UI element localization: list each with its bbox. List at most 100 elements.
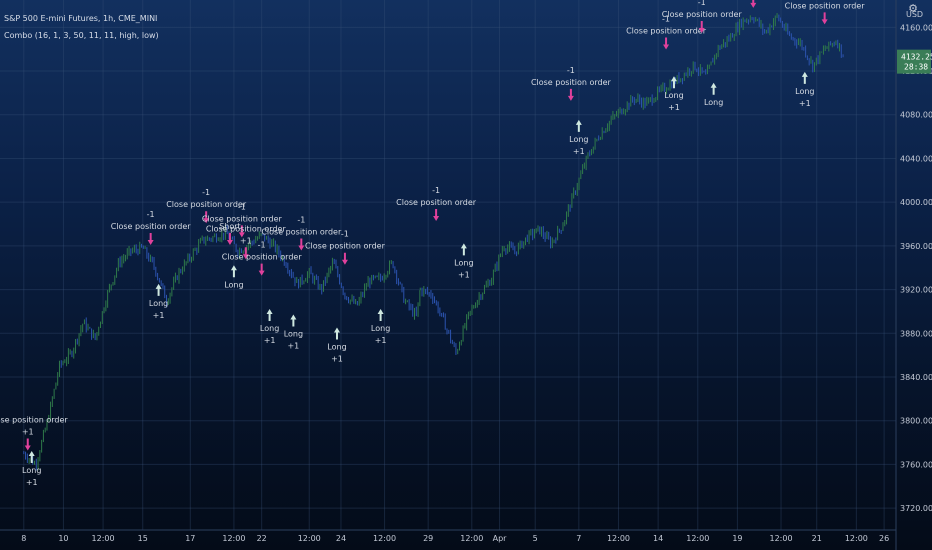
- annotation-label: Close position order: [206, 224, 287, 233]
- gear-icon[interactable]: ⚙: [908, 2, 918, 15]
- arrow-up-icon: [333, 327, 340, 340]
- x-tick-label: 8: [21, 534, 26, 543]
- arrow-down-icon: [147, 233, 154, 246]
- symbol-legend[interactable]: S&P 500 E-mini Futures, 1h, CME_MINI: [4, 14, 158, 23]
- y-tick-label: 3960.00: [900, 242, 932, 251]
- annotation-label: Close position order: [531, 78, 612, 87]
- arrow-up-icon: [710, 82, 717, 95]
- trade-annotation: Long +1: [149, 283, 168, 320]
- arrow-down-icon: [567, 88, 574, 101]
- annotation-label: Close position order: [111, 222, 192, 231]
- indicator-legend[interactable]: Combo (16, 1, 3, 50, 11, 11, high, low): [4, 31, 159, 40]
- trade-annotation: Short: [219, 222, 241, 246]
- x-tick-label: 10: [58, 534, 68, 543]
- y-tick-label: 3760.00: [900, 460, 932, 469]
- arrow-down-icon: [750, 0, 757, 8]
- annotation-label: Close position order: [396, 198, 477, 207]
- annotation-label: +1: [287, 341, 299, 350]
- arrow-up-icon: [28, 451, 35, 464]
- series-layer: [23, 13, 844, 471]
- annotation-label: Long: [149, 299, 168, 308]
- x-tick-label: 14: [653, 534, 663, 543]
- trade-annotation: -1 Close position order: [202, 202, 283, 238]
- trade-annotation: Long: [224, 265, 244, 289]
- x-tick-label: 7: [576, 534, 581, 543]
- trade-annotation: Long +1: [454, 243, 474, 279]
- arrow-down-icon: [258, 263, 265, 276]
- annotation-label: +1: [668, 103, 680, 112]
- annotation-label: Close position order: [261, 228, 342, 237]
- annotation-label: Close position order: [202, 214, 283, 223]
- trade-annotation: Long +1: [664, 76, 684, 112]
- price-tag-box: [897, 49, 931, 74]
- arrow-down-icon: [242, 247, 249, 260]
- annotation-label: +1: [153, 311, 165, 320]
- annotation-label: Long: [664, 91, 683, 100]
- annotation-label: -1: [432, 186, 440, 195]
- grid: [0, 0, 896, 530]
- arrow-down-icon: [433, 209, 440, 222]
- last-price-label: 4132.25: [901, 53, 932, 62]
- trade-annotation: Long +1: [795, 71, 814, 108]
- annotation-label: +1: [375, 336, 387, 345]
- annotation-label: Long: [22, 466, 41, 475]
- arrow-up-icon: [266, 308, 273, 321]
- arrow-down-icon: [698, 21, 705, 34]
- trade-annotation: Long +1: [260, 308, 279, 345]
- y-tick-label: 4040.00: [900, 154, 932, 163]
- x-tick-label: 17: [185, 534, 195, 543]
- annotation-label: Long: [371, 324, 390, 333]
- annotation-label: Close position order: [166, 200, 247, 209]
- x-tick-label: 12:00: [298, 534, 321, 543]
- arrow-up-icon: [377, 308, 384, 321]
- annotation-label: Close position order: [626, 26, 707, 35]
- annotation-label: Long: [704, 98, 723, 107]
- arrow-up-icon: [230, 265, 237, 278]
- x-tick-label: 12:00: [845, 534, 868, 543]
- trade-annotation: Close position order +1: [206, 224, 287, 260]
- annotation-label: -1: [238, 202, 246, 211]
- y-tick-label: 3720.00: [900, 504, 932, 513]
- trade-annotation: Long +1: [371, 308, 390, 345]
- trade-annotation: Close position order +1: [0, 416, 68, 451]
- annotation-label: +1: [22, 428, 34, 437]
- annotation-label: +1: [240, 236, 252, 245]
- annotation-label: Close position order: [785, 1, 866, 10]
- series-1: [23, 224, 421, 471]
- countdown-label: 28:38: [904, 63, 928, 72]
- annotation-label: Long: [454, 258, 473, 267]
- arrow-down-icon: [341, 252, 348, 265]
- trade-annotation: Long +1: [22, 451, 41, 487]
- annotation-label: +1: [331, 355, 343, 364]
- x-tick-label: 12:00: [373, 534, 396, 543]
- series-2: [419, 13, 844, 355]
- x-tick-label: 29: [423, 534, 433, 543]
- x-tick-label: 12:00: [460, 534, 483, 543]
- annotation-label: +1: [26, 478, 38, 487]
- annotation-label: Long: [327, 343, 346, 352]
- annotation-label: -1: [147, 210, 155, 219]
- trade-annotation: -1 Close position order: [111, 210, 192, 246]
- arrow-up-icon: [290, 314, 297, 327]
- arrow-up-icon: [801, 71, 808, 84]
- annotation-label: Close position order: [305, 242, 386, 251]
- annotation-label: +1: [264, 336, 276, 345]
- annotation-label: Long: [569, 135, 588, 144]
- annotation-label: Long: [224, 280, 243, 289]
- x-tick-label: 21: [812, 534, 822, 543]
- x-tick-label: 24: [336, 534, 346, 543]
- arrow-down-icon: [203, 211, 210, 224]
- trade-annotation: Long +1: [569, 119, 589, 156]
- y-tick-label: 4160.00: [900, 23, 932, 32]
